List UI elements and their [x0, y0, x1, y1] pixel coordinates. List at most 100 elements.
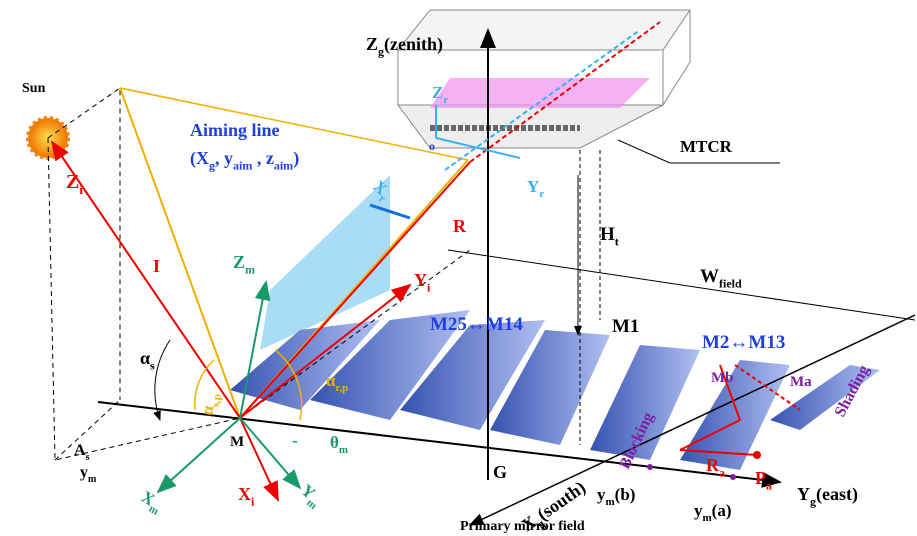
- label-text: , z: [252, 148, 274, 168]
- label-text: W: [700, 266, 719, 287]
- label: M2↔M13: [702, 332, 785, 353]
- label: M: [230, 434, 244, 450]
- label: ym(a): [694, 501, 732, 524]
- label: Yg(east): [797, 484, 858, 508]
- label: M1: [612, 316, 639, 337]
- label-text: M25↔M14: [430, 314, 523, 335]
- label-subscript: m: [88, 474, 97, 485]
- label-text: Primary mirror field: [460, 519, 585, 534]
- label: Zr: [432, 83, 448, 106]
- label-subscript: r: [443, 94, 448, 106]
- label-text: (b): [615, 485, 636, 504]
- label: ym(b): [597, 485, 635, 508]
- label: G: [493, 462, 507, 482]
- label-text: , y: [215, 148, 233, 168]
- label-text: o: [429, 139, 435, 153]
- label: αr,p: [326, 371, 348, 394]
- label: Yr: [527, 177, 544, 200]
- label-text: Z: [66, 171, 79, 193]
- label-subscript: r: [539, 188, 544, 200]
- label: Xi: [238, 484, 255, 508]
- label-subscript: s: [150, 358, 155, 372]
- label-text: (south): [533, 477, 589, 525]
- label-subscript: g: [209, 158, 215, 172]
- label-text: (a): [712, 501, 732, 520]
- label-text: G: [493, 462, 507, 482]
- label-text: P: [755, 468, 766, 488]
- label: (Xg, yaim , zaim): [190, 148, 299, 172]
- label-subscript: r,p: [336, 382, 349, 394]
- label: -: [292, 431, 298, 450]
- label-text: Aiming line: [190, 120, 280, 140]
- label-subscript: m: [245, 262, 255, 276]
- label: Sun: [22, 81, 46, 96]
- label-text: y: [694, 501, 703, 520]
- label-subscript: g: [810, 494, 816, 508]
- label-text: y: [597, 485, 606, 504]
- label-text: (east): [816, 484, 858, 505]
- label-text: Y: [527, 177, 539, 196]
- label-text: (zenith): [384, 34, 443, 55]
- label-subscript: g: [378, 44, 384, 58]
- label: As: [74, 442, 90, 463]
- label-text: Ma: [790, 374, 812, 390]
- label-text: M1: [612, 316, 639, 337]
- label-text: α: [326, 371, 336, 390]
- label-subscript: i: [251, 494, 255, 508]
- label-subscript: m: [606, 496, 615, 508]
- label: αs,p: [197, 391, 224, 417]
- label-subscript: aim: [233, 158, 252, 172]
- label: Zm: [233, 252, 255, 276]
- label-text: α: [197, 404, 217, 417]
- label: Wfield: [700, 266, 742, 291]
- label-text: M2↔M13: [702, 332, 785, 353]
- label-subscript: s: [86, 452, 90, 463]
- label-subscript: i: [427, 280, 431, 294]
- label-subscript: i: [79, 182, 83, 197]
- label: Mb: [711, 370, 734, 386]
- label: Zi: [66, 171, 83, 197]
- label: ym: [80, 464, 97, 485]
- label-text: X: [238, 484, 251, 504]
- label: Pa: [755, 468, 772, 492]
- label: θm: [330, 433, 348, 456]
- label: Ht: [600, 224, 619, 249]
- label-text: Sun: [22, 81, 46, 96]
- label-text: Y: [414, 270, 427, 290]
- label: R: [453, 216, 467, 236]
- label-text: A: [74, 442, 86, 459]
- label: Zg(zenith): [366, 34, 443, 58]
- label: Primary mirror field: [460, 519, 585, 534]
- label: Ma: [790, 374, 812, 390]
- label-subscript: a: [719, 465, 725, 479]
- geometry: [26, 9, 916, 526]
- label: Ra: [706, 455, 725, 479]
- label: αs: [140, 348, 155, 372]
- label-text: θ: [330, 433, 339, 452]
- label-text: Z: [366, 34, 378, 54]
- label: Ym: [295, 481, 326, 512]
- label-subscript: m: [703, 512, 712, 524]
- label-subscript: s,p: [210, 393, 224, 408]
- label-subscript: field: [719, 277, 742, 291]
- label-text: M: [230, 434, 244, 450]
- label-subscript: aim: [274, 158, 293, 172]
- label: Yi: [414, 270, 431, 294]
- label-subscript: m: [339, 444, 348, 456]
- label-text: α: [140, 348, 150, 368]
- label-subscript: a: [766, 478, 772, 492]
- label-text: (X: [190, 148, 209, 169]
- label-text: MTCR: [680, 137, 733, 156]
- label-text: Y: [797, 484, 810, 504]
- label: Xm: [136, 487, 166, 518]
- label-text: -: [292, 431, 298, 450]
- label-text: R: [706, 455, 720, 475]
- label: I: [153, 256, 160, 276]
- label: Aiming line: [190, 120, 280, 140]
- label-text: Z: [432, 83, 443, 102]
- label-text: Z: [233, 252, 245, 272]
- label-subscript: t: [615, 235, 619, 249]
- label-subscript: r: [376, 193, 388, 205]
- label-text: H: [600, 224, 615, 245]
